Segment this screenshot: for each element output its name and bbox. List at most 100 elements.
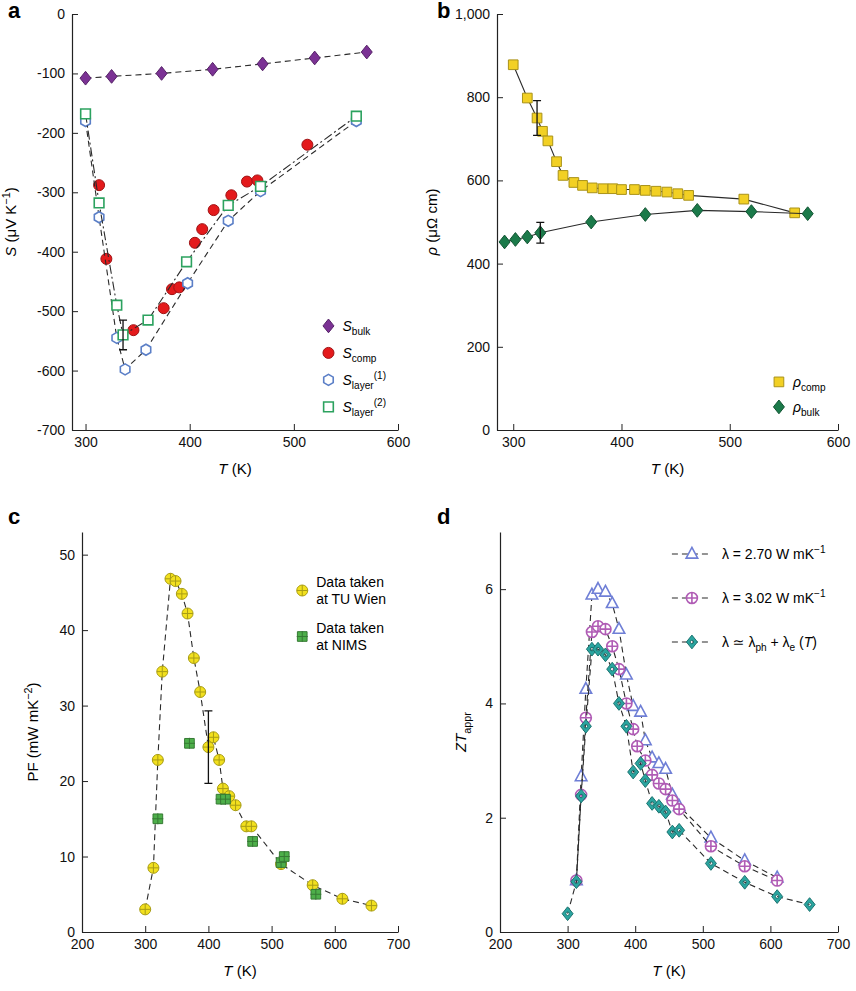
tick-label: 0 [482, 422, 490, 438]
text-part: ZT [452, 732, 469, 753]
tick-mark [72, 430, 78, 431]
legend-item: ρcomp [774, 374, 826, 393]
tick: 20 [59, 773, 88, 789]
tick: 600 [324, 926, 348, 952]
text-part: + λ [767, 634, 790, 650]
marker [184, 738, 195, 749]
tick: 300 [556, 926, 580, 952]
marker [223, 215, 233, 226]
marker [220, 794, 231, 805]
text-part: ρ [792, 399, 801, 415]
tick: 300 [502, 424, 526, 450]
series [81, 109, 361, 350]
text-part: ρ [792, 374, 801, 390]
x-axis-title: T (K) [218, 460, 251, 477]
marker [207, 62, 218, 76]
tick-mark [72, 252, 78, 253]
tick-label: -400 [37, 244, 65, 260]
legend-marker [774, 377, 784, 387]
marker [214, 754, 225, 765]
tick-mark [500, 589, 506, 590]
tick: 800 [467, 89, 503, 105]
line [86, 52, 367, 78]
tick-label: 50 [59, 547, 75, 563]
marker [621, 719, 632, 733]
legend-item: Scomp [323, 345, 377, 364]
text-part: λ = 2.70 W mK [722, 546, 815, 562]
marker [802, 207, 813, 221]
tick-label: 2 [485, 810, 493, 826]
legend-marker [686, 547, 698, 558]
tick-label: 400 [610, 434, 634, 450]
line [505, 210, 808, 242]
tick-mark [500, 932, 506, 933]
marker [152, 813, 163, 824]
axis-line [82, 533, 83, 933]
marker [508, 60, 518, 70]
marker [635, 705, 647, 716]
tick: 200 [467, 339, 503, 355]
marker [705, 857, 716, 871]
marker [613, 697, 624, 711]
x-axis-title: T (K) [223, 962, 256, 979]
tick: 500 [260, 926, 284, 952]
tick-mark [621, 424, 622, 430]
text-part: λ ≃ λ [722, 634, 756, 650]
marker [772, 875, 783, 886]
marker [522, 230, 533, 244]
marker [684, 191, 694, 201]
marker [156, 67, 167, 81]
legend-item: λ ≃ λph + λe (T) [672, 634, 817, 653]
tick-mark [208, 926, 209, 932]
legend-marker [324, 402, 334, 412]
tick-label: 500 [260, 936, 284, 952]
tick-mark [838, 926, 839, 932]
tick-label: 600 [759, 936, 783, 952]
series [562, 642, 815, 920]
marker [705, 841, 716, 852]
text-part: layer [352, 380, 374, 391]
y-axis-title: ρ (μΩ cm) [423, 189, 440, 257]
marker [208, 205, 219, 216]
text-part: comp [352, 353, 377, 364]
marker [739, 875, 750, 889]
marker [208, 732, 219, 743]
tick-mark [500, 703, 506, 704]
tick-label: 0 [67, 924, 75, 940]
axis-line [72, 15, 73, 431]
marker [576, 789, 587, 803]
tick: 0 [482, 422, 503, 438]
marker [112, 300, 122, 310]
marker [617, 185, 627, 195]
tick-label: -500 [37, 303, 65, 319]
marker [640, 186, 650, 196]
plot: 20030040050060070001020304050T (K)PF (mW… [22, 533, 411, 980]
marker [660, 784, 671, 795]
tick-label: 600 [827, 434, 851, 450]
legend-marker [324, 374, 334, 385]
line [86, 121, 357, 369]
tick-mark [398, 926, 399, 932]
legend: ρcompρbulk [773, 374, 826, 418]
tick: -600 [37, 363, 78, 379]
tick-label: 600 [324, 936, 348, 952]
tick-label: 300 [134, 936, 158, 952]
marks [562, 583, 815, 921]
tick: 600 [467, 172, 503, 188]
tick-label: 500 [719, 434, 743, 450]
tick-label: 40 [59, 622, 75, 638]
legend-label: Data takenat TU Wien [316, 574, 386, 607]
marker [613, 623, 625, 634]
marker [538, 126, 548, 136]
tick-label: -100 [37, 65, 65, 81]
tick: 400 [179, 424, 203, 450]
marker [257, 57, 268, 71]
axis-line [73, 430, 399, 431]
tick: 0 [67, 924, 88, 940]
line [568, 649, 810, 914]
marker [558, 171, 568, 181]
marker [651, 186, 661, 196]
marker [176, 588, 187, 599]
tick: 600 [387, 424, 411, 450]
tick-mark [82, 630, 88, 631]
